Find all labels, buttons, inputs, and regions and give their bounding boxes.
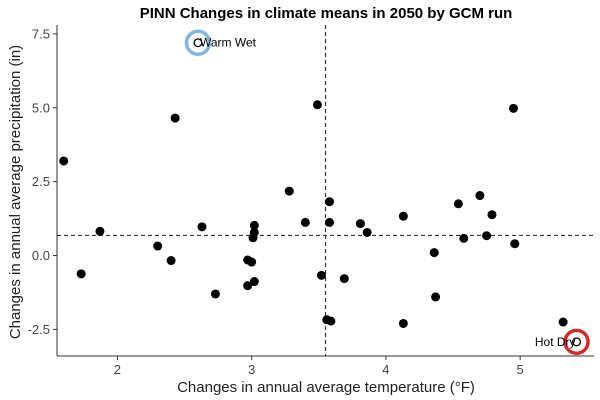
data-point xyxy=(166,256,176,266)
data-point xyxy=(153,241,163,251)
y-tick-label: -2.5 xyxy=(28,322,50,337)
axes: 2 3 4 5 -2.5 0.0 2.5 5.0 7.5 xyxy=(28,25,594,377)
reference-lines xyxy=(57,25,594,356)
data-point xyxy=(249,227,259,237)
y-axis-title: Changes in annual average precipitation … xyxy=(7,45,24,339)
data-point xyxy=(355,219,365,229)
data-point xyxy=(453,199,463,209)
data-point xyxy=(482,231,492,241)
data-point xyxy=(431,292,441,302)
data-point xyxy=(210,289,220,299)
data-point xyxy=(312,100,322,110)
data-point xyxy=(197,222,207,232)
annotations: Warm Wet Hot Dry xyxy=(184,29,590,356)
annotation-label: Warm Wet xyxy=(200,36,257,50)
data-point xyxy=(249,220,259,230)
annotation-ring xyxy=(184,29,212,56)
data-point xyxy=(558,317,568,327)
x-tick-label: 2 xyxy=(114,362,121,377)
data-point xyxy=(459,233,469,243)
y-tick-label: 2.5 xyxy=(32,174,50,189)
y-tick-label: 0.0 xyxy=(32,248,50,263)
data-point xyxy=(429,248,439,258)
annotation-ring xyxy=(563,328,590,356)
data-point xyxy=(95,226,105,236)
x-tick-label: 4 xyxy=(382,362,389,377)
data-point xyxy=(249,277,259,287)
data-point xyxy=(284,186,294,196)
data-point xyxy=(325,197,335,207)
annotation-point-center xyxy=(194,39,202,46)
data-point xyxy=(475,191,485,201)
data-point xyxy=(362,227,372,237)
data-point xyxy=(398,318,408,328)
data-point xyxy=(316,270,326,280)
x-tick-label: 3 xyxy=(248,362,255,377)
data-point xyxy=(508,103,518,113)
data-point xyxy=(247,257,257,267)
data-points xyxy=(59,38,582,347)
plot-area: Warm Wet Hot Dry xyxy=(57,25,594,356)
data-point xyxy=(487,210,497,220)
x-axis-ticks: 2 3 4 5 xyxy=(114,356,524,377)
x-axis-title: Changes in annual average temperature (°… xyxy=(177,379,475,396)
data-point xyxy=(510,239,520,249)
data-point xyxy=(76,269,86,279)
data-point xyxy=(326,316,336,326)
x-tick-label: 5 xyxy=(517,362,524,377)
y-tick-label: 5.0 xyxy=(32,100,50,115)
data-point xyxy=(243,281,253,291)
data-point xyxy=(300,217,310,227)
y-tick-label: 7.5 xyxy=(32,26,50,41)
data-point xyxy=(339,274,349,284)
data-point xyxy=(398,211,408,221)
annotation-label: Hot Dry xyxy=(535,335,576,349)
data-point xyxy=(170,113,180,123)
chart-title: PINN Changes in climate means in 2050 by… xyxy=(140,5,513,22)
y-axis-ticks: -2.5 0.0 2.5 5.0 7.5 xyxy=(28,26,57,337)
data-point xyxy=(325,217,335,227)
annotation-point-center xyxy=(573,338,580,346)
data-point xyxy=(59,156,69,166)
